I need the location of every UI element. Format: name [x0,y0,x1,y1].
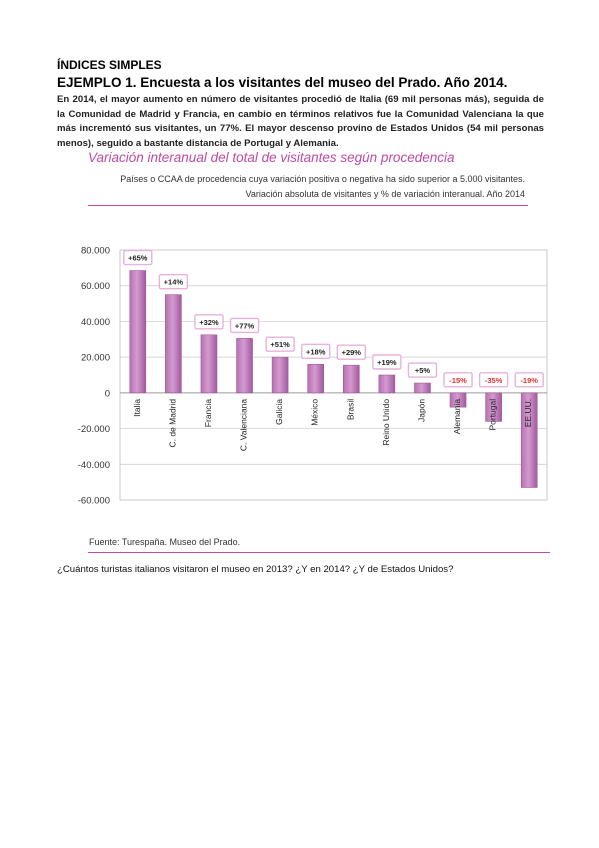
category-label: Reino Unido [381,399,391,446]
bar [414,382,431,394]
chart-title: Variación interanual del total de visita… [88,150,455,165]
data-label-box [336,344,366,360]
category-label: Italia [132,399,142,417]
data-label: +32% [199,318,219,327]
y-tick-label: 60.000 [81,281,110,292]
data-label-box [478,372,509,388]
bar [342,364,360,394]
section-heading: ÍNDICES SIMPLES [57,58,162,72]
bar [307,363,325,394]
data-label: -19% [520,376,538,385]
y-tick-label: 20.000 [81,353,110,364]
chart-subtitle-1: Países o CCAA de procedencia cuya variac… [120,174,525,184]
bar [271,356,289,394]
data-label-box [443,372,473,388]
category-label: C. Valenciana [239,399,249,452]
bar [449,392,467,408]
data-label: +18% [306,347,326,356]
y-tick-label: -20.000 [78,424,110,435]
data-label-box [301,343,331,359]
data-label: -15% [449,376,467,385]
data-label-box [514,372,544,388]
data-label: +14% [164,278,184,287]
title-divider [88,205,528,206]
data-label-box [194,314,224,330]
intro-paragraph: En 2014, el mayor aumento en número de v… [57,94,544,149]
bar [129,270,147,394]
bar [485,392,502,422]
bar [236,338,253,394]
category-label: Portugal [488,399,498,431]
bar [165,294,182,394]
category-label: Alemania [452,399,462,435]
source-divider [88,552,550,553]
bar [378,374,396,394]
data-label-box [372,354,402,370]
category-label: C. de Madrid [167,399,177,448]
example-heading: EJEMPLO 1. Encuesta a los visitantes del… [57,75,508,90]
category-label: Japón [416,399,426,422]
data-label-box [265,336,295,352]
y-tick-label: -40.000 [78,460,110,471]
category-label: Galicia [274,399,284,425]
data-label: +19% [377,358,397,367]
bar [520,392,538,488]
y-tick-label: 80.000 [81,246,110,257]
chart-source: Fuente: Turespaña. Museo del Prado. [89,537,241,547]
data-label: +29% [342,348,362,357]
category-label: Francia [203,399,213,428]
question-text: ¿Cuántos turistas italianos visitaron el… [57,564,454,575]
data-label-box [158,273,189,290]
data-label-box [229,317,260,334]
category-label: EE.UU. [523,399,533,427]
category-label: Brasil [345,399,355,420]
data-label-box [407,362,438,378]
data-label: +77% [235,321,255,330]
bar [200,334,218,394]
category-label: México [310,399,320,426]
data-label: +5% [415,366,431,375]
data-label: -35% [485,376,503,385]
y-tick-label: 40.000 [81,317,110,328]
data-label-box [123,249,153,266]
data-label: +51% [270,340,290,349]
y-tick-label: 0 [105,388,110,399]
y-tick-label: -60.000 [78,496,110,507]
data-label: +65% [128,254,148,263]
chart-subtitle-2: Variación absoluta de visitantes y % de … [245,189,525,199]
